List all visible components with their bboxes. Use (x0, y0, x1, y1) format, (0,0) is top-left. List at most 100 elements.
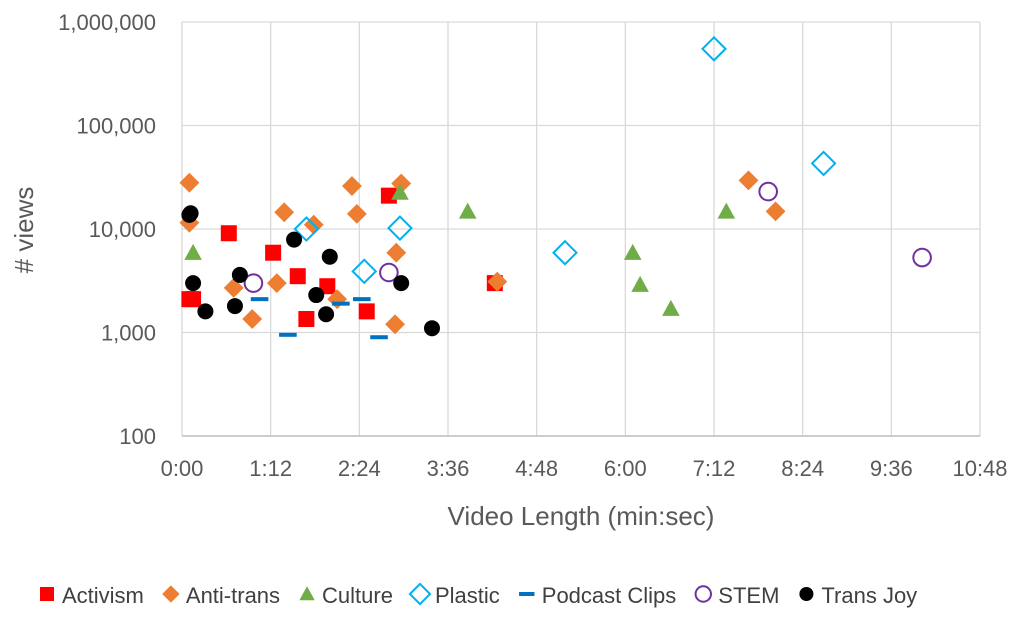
point-trans-joy (423, 320, 440, 337)
point-trans-joy (226, 298, 243, 315)
x-tick-label: 7:12 (693, 456, 736, 481)
legend-label: Plastic (435, 583, 500, 608)
point-culture (662, 299, 680, 316)
y-tick-label: 10,000 (89, 217, 156, 242)
x-tick-label: 1:12 (249, 456, 292, 481)
point-activism (220, 225, 237, 242)
y-tick-label: 1,000,000 (58, 10, 156, 35)
legend-marker-activism (40, 587, 54, 601)
gridlines (181, 21, 981, 437)
x-tick-label: 4:48 (515, 456, 558, 481)
axes: 0:00 1:12 2:24 3:36 4:48 6:00 7:12 8:24 9:36 10:4… (58, 10, 1007, 481)
point-podcast-clips (332, 301, 350, 306)
legend-item-culture: Culture (299, 583, 393, 608)
x-tick-label: 3:36 (427, 456, 470, 481)
legend-item-podcast-clips: Podcast Clips (519, 583, 676, 608)
point-anti-trans (385, 314, 405, 335)
point-trans-joy (321, 248, 338, 265)
point-plastic (552, 239, 578, 266)
point-anti-trans (223, 277, 244, 298)
y-axis-title: # views (9, 187, 39, 274)
legend-label: STEM (718, 583, 779, 608)
point-plastic (701, 35, 727, 62)
point-stem (379, 262, 399, 283)
point-trans-joy (197, 303, 214, 320)
series-podcast-clips (250, 297, 388, 340)
point-podcast-clips (370, 335, 388, 340)
point-podcast-clips (250, 297, 269, 302)
x-tick-label: 8:24 (781, 456, 824, 481)
point-anti-trans (391, 173, 412, 194)
legend-marker-stem (694, 585, 712, 603)
point-trans-joy (286, 231, 303, 248)
legend-label: Anti-trans (186, 583, 280, 608)
point-anti-trans (342, 176, 362, 196)
x-tick-label: 6:00 (604, 456, 647, 481)
point-anti-trans (765, 201, 786, 222)
point-activism (185, 291, 202, 308)
point-anti-trans (327, 289, 348, 310)
point-activism (358, 303, 375, 320)
legend-label: Activism (62, 583, 144, 608)
point-culture (184, 243, 202, 260)
x-tick-label: 0:00 (161, 456, 204, 481)
point-trans-joy (185, 275, 202, 292)
x-tick-label: 10:48 (952, 456, 1007, 481)
point-activism (298, 311, 315, 328)
point-plastic (810, 150, 837, 177)
y-tick-label: 100 (119, 424, 156, 449)
point-stem (912, 247, 932, 268)
point-activism (319, 278, 336, 295)
point-anti-trans (274, 202, 295, 223)
series-activism (181, 187, 503, 328)
point-anti-trans (386, 242, 407, 263)
point-culture (458, 202, 477, 219)
y-tick-label: 100,000 (76, 114, 156, 139)
legend: Activism Anti-trans Culture Plastic Podcast … (40, 582, 917, 608)
x-axis-title: Video Length (min:sec) (448, 501, 715, 531)
point-anti-trans (738, 170, 759, 191)
point-stem (243, 273, 264, 293)
legend-item-anti-trans: Anti-trans (162, 583, 280, 608)
legend-label: Culture (322, 583, 393, 608)
y-tick-label: 1,000 (101, 321, 156, 346)
point-anti-trans (242, 309, 263, 329)
point-activism (265, 244, 282, 261)
point-podcast-clips (279, 332, 297, 337)
legend-marker-culture (299, 586, 315, 601)
point-stem (758, 181, 778, 202)
legend-item-activism: Activism (40, 583, 144, 608)
point-activism (289, 268, 306, 285)
point-trans-joy (393, 275, 410, 292)
legend-label: Podcast Clips (542, 583, 677, 608)
point-plastic (293, 216, 320, 242)
point-podcast-clips (352, 297, 371, 302)
point-trans-joy (318, 306, 335, 323)
legend-item-trans-joy: Trans Joy (799, 583, 917, 608)
x-tick-label: 2:24 (338, 456, 381, 481)
legend-item-plastic: Plastic (408, 582, 500, 608)
series-culture (184, 183, 736, 316)
point-trans-joy (231, 266, 248, 283)
point-anti-trans (179, 172, 200, 193)
series-stem (243, 181, 932, 293)
legend-marker-trans-joy (799, 587, 814, 601)
legend-label: Trans Joy (821, 583, 917, 608)
legend-marker-podcast-clips (519, 592, 535, 596)
point-culture (391, 183, 409, 200)
point-culture (623, 243, 642, 260)
legend-marker-anti-trans (162, 585, 180, 603)
data-points (179, 35, 932, 340)
x-tick-label: 9:36 (870, 456, 913, 481)
point-trans-joy (182, 205, 199, 222)
point-culture (631, 275, 649, 292)
series-plastic (293, 35, 837, 285)
point-anti-trans (346, 203, 367, 224)
point-plastic (387, 215, 413, 242)
point-anti-trans (487, 271, 508, 292)
legend-item-stem: STEM (694, 583, 779, 608)
legend-marker-plastic (408, 582, 432, 606)
series-anti-trans (179, 170, 786, 335)
